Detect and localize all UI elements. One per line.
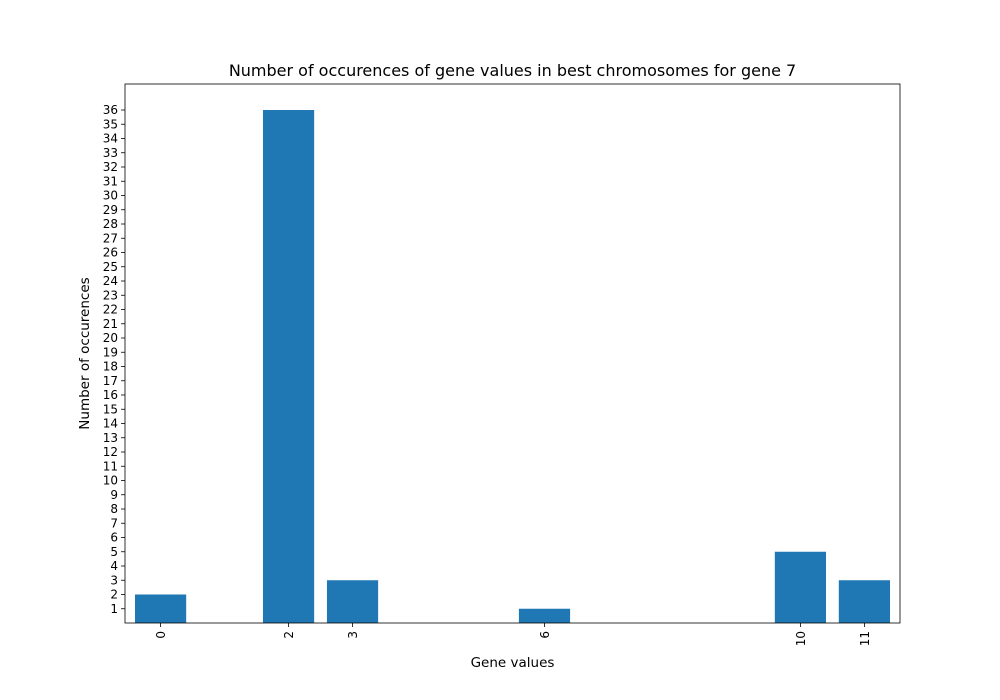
y-tick-label: 20 — [103, 331, 118, 345]
y-tick-label: 29 — [103, 203, 118, 217]
y-tick-label: 33 — [103, 146, 118, 160]
y-tick-label: 9 — [110, 488, 118, 502]
chart-title: Number of occurences of gene values in b… — [229, 61, 796, 80]
x-tick-label: 10 — [794, 631, 808, 646]
y-tick-label: 25 — [103, 260, 118, 274]
x-tick-label: 3 — [346, 631, 360, 639]
y-tick-label: 36 — [103, 103, 118, 117]
y-tick-label: 16 — [103, 388, 118, 402]
y-tick-label: 19 — [103, 345, 118, 359]
bar-0 — [135, 594, 187, 623]
x-tick-label: 6 — [538, 631, 552, 639]
y-tick-label: 24 — [103, 274, 118, 288]
y-tick-label: 13 — [103, 431, 118, 445]
y-tick-label: 4 — [110, 559, 118, 573]
bar-3 — [326, 580, 379, 623]
y-tick-label: 2 — [110, 588, 118, 602]
x-tick-label: 2 — [282, 631, 296, 639]
y-tick-label: 30 — [103, 189, 118, 203]
y-tick-label: 35 — [103, 117, 118, 131]
y-tick-label: 8 — [110, 502, 118, 516]
y-tick-label: 27 — [103, 231, 118, 245]
x-tick-label: 11 — [858, 631, 872, 646]
y-tick-label: 17 — [103, 374, 118, 388]
y-tick-label: 18 — [103, 360, 118, 374]
bars-group — [135, 110, 890, 623]
y-tick-label: 21 — [103, 317, 118, 331]
y-tick-label: 3 — [110, 573, 118, 587]
y-tick-label: 26 — [103, 246, 118, 260]
x-tick-label: 0 — [154, 631, 168, 639]
y-tick-label: 34 — [103, 132, 118, 146]
y-tick-label: 12 — [103, 445, 118, 459]
y-tick-label: 15 — [103, 402, 118, 416]
y-tick-label: 28 — [103, 217, 118, 231]
bar-6 — [518, 608, 571, 623]
y-tick-label: 32 — [103, 160, 118, 174]
y-axis: 1234567891011121314151617181920212223242… — [103, 103, 125, 616]
y-tick-label: 14 — [103, 417, 118, 431]
y-tick-label: 1 — [110, 602, 118, 616]
y-tick-label: 7 — [110, 516, 118, 530]
y-tick-label: 23 — [103, 288, 118, 302]
y-tick-label: 11 — [103, 459, 118, 473]
y-tick-label: 5 — [110, 545, 118, 559]
bar-11 — [838, 580, 890, 623]
y-tick-label: 6 — [110, 531, 118, 545]
y-tick-label: 22 — [103, 303, 118, 317]
y-axis-label: Number of occurences — [77, 277, 93, 429]
y-tick-label: 31 — [103, 174, 118, 188]
x-axis: 0 2 3 6 10 11 — [154, 623, 872, 646]
y-tick-label: 10 — [103, 474, 118, 488]
bar-2 — [262, 110, 315, 623]
plot-area-frame — [124, 83, 901, 624]
x-axis-label: Gene values — [471, 655, 555, 671]
bar-10 — [774, 551, 827, 623]
